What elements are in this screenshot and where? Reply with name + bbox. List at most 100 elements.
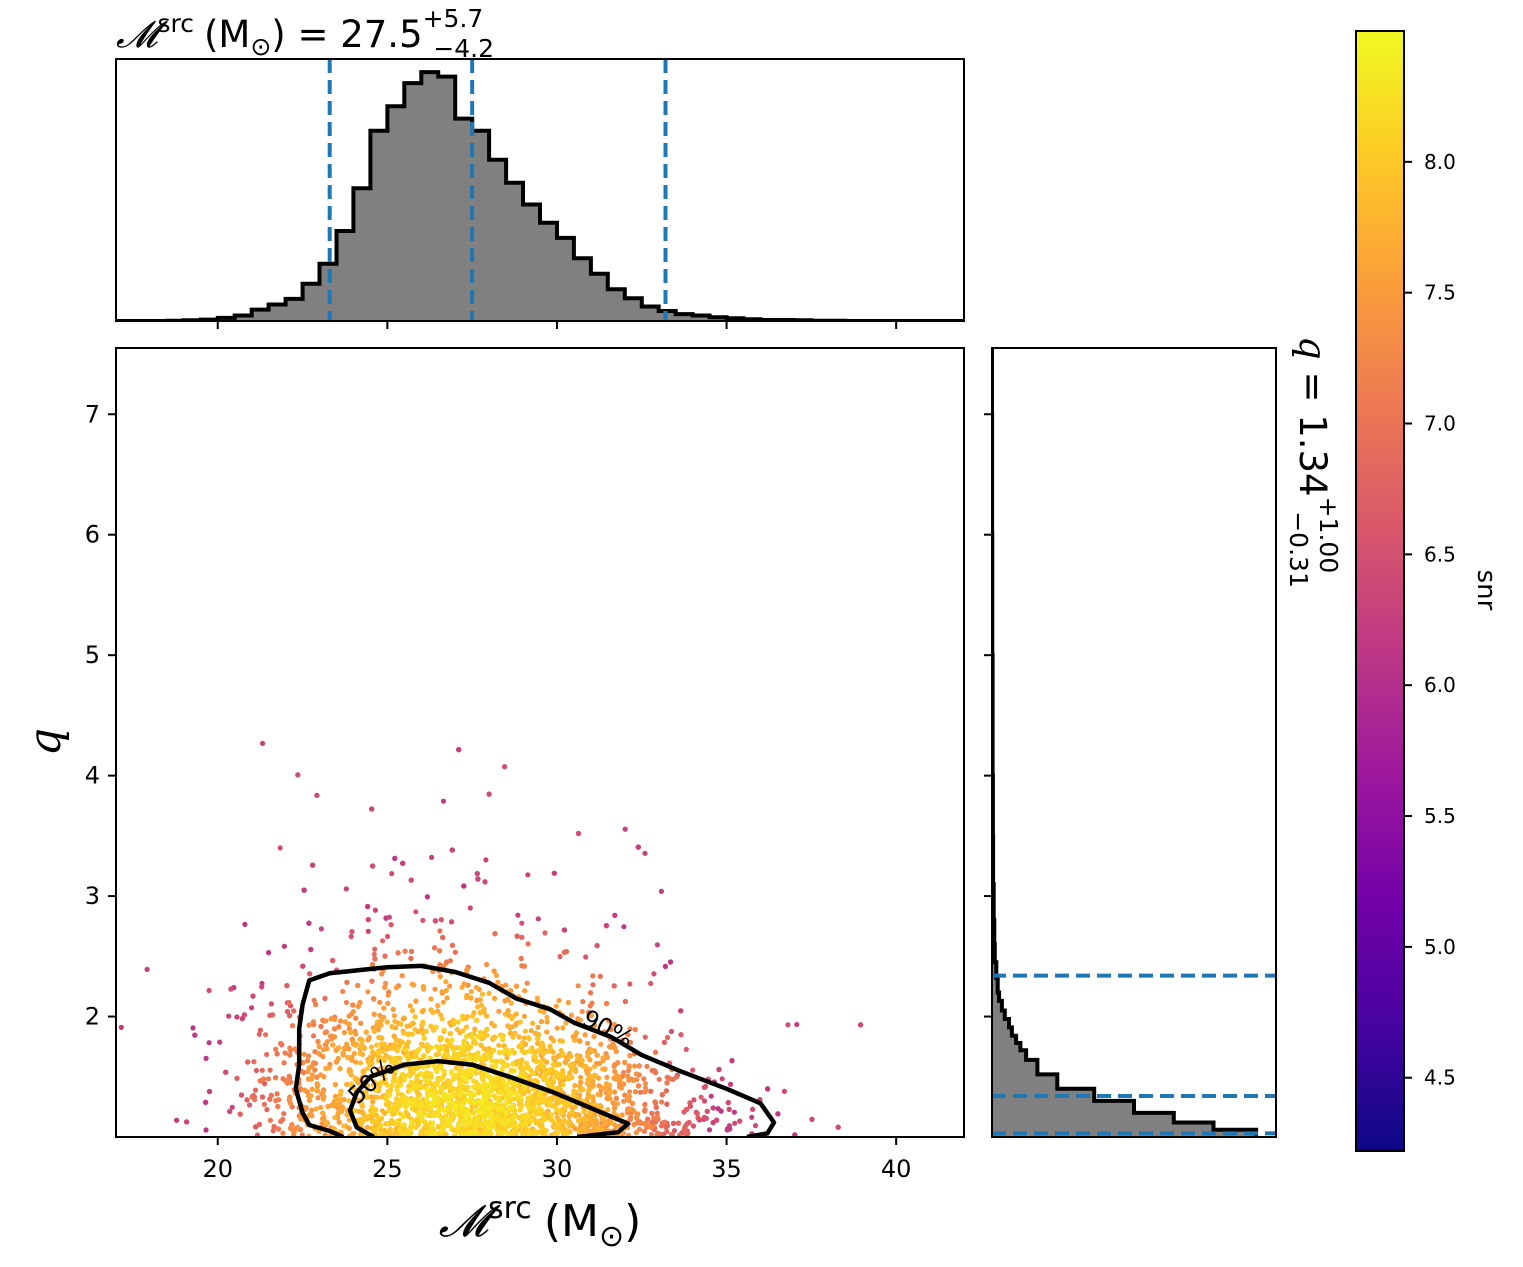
scatter-point (594, 943, 600, 949)
scatter-point (287, 1013, 293, 1019)
scatter-point (581, 1109, 587, 1115)
scatter-point (275, 1126, 282, 1132)
scatter-point (458, 1088, 464, 1094)
scatter-point (341, 1029, 347, 1036)
scatter-point (492, 995, 498, 1002)
scatter-point (332, 1081, 338, 1088)
scatter-point (618, 1085, 625, 1091)
scatter-point (405, 1031, 411, 1037)
scatter-point (486, 791, 492, 797)
scatter-point (378, 1122, 384, 1128)
scatter-point (568, 1053, 574, 1059)
scatter-point (319, 1116, 325, 1122)
scatter-point (420, 1019, 426, 1025)
scatter-point (244, 1097, 250, 1103)
scatter-point (322, 1030, 328, 1036)
scatter-point (479, 1032, 485, 1038)
scatter-point (382, 1110, 388, 1116)
scatter-point (542, 1132, 548, 1137)
scatter-point (284, 983, 290, 989)
scatter-point (460, 1016, 466, 1022)
scatter-point (378, 1022, 384, 1028)
scatter-point (547, 1082, 553, 1088)
scatter-point (443, 1132, 449, 1137)
scatter-point (434, 1068, 440, 1074)
scatter-point (622, 998, 629, 1005)
scatter-point (551, 870, 557, 876)
scatter-point (719, 1076, 725, 1082)
scatter-point (710, 1105, 716, 1111)
scatter-point (270, 1128, 276, 1134)
scatter-point (473, 984, 479, 990)
scatter-point (507, 1030, 513, 1036)
scatter-point (416, 1064, 422, 1070)
scatter-point (184, 1119, 190, 1125)
scatter-point (463, 1024, 469, 1030)
scatter-point (306, 1065, 312, 1071)
scatter-point (513, 983, 520, 989)
scatter-point (634, 1077, 640, 1083)
scatter-point (611, 1021, 617, 1028)
scatter-point (415, 1083, 421, 1090)
scatter-point (450, 1046, 456, 1052)
scatter-point (259, 1067, 265, 1073)
scatter-point (690, 1067, 696, 1073)
scatter-point (585, 1053, 591, 1059)
scatter-point (492, 1034, 498, 1040)
scatter-point (510, 1061, 516, 1067)
scatter-point (511, 1081, 518, 1087)
scatter-point (646, 1122, 652, 1129)
scatter-point (449, 1037, 455, 1043)
scatter-point (529, 1118, 535, 1124)
scatter-point (309, 1107, 315, 1113)
scatter-point (360, 1111, 366, 1117)
scatter-point (475, 1034, 481, 1040)
scatter-point (302, 1087, 308, 1093)
scatter-point (306, 920, 312, 926)
scatter-point (384, 1019, 390, 1025)
scatter-point (495, 1114, 501, 1121)
scatter-point (809, 1116, 815, 1122)
scatter-point (440, 798, 447, 804)
scatter-point (277, 845, 283, 851)
scatter-point (626, 1077, 632, 1083)
scatter-point (580, 1086, 586, 1092)
scatter-point (203, 1055, 209, 1061)
scatter-point (331, 1034, 338, 1040)
scatter-point (254, 1132, 261, 1137)
scatter-point (611, 1110, 617, 1116)
scatter-point (373, 1107, 379, 1113)
scatter-point (511, 1096, 517, 1102)
scatter-point (521, 1013, 528, 1019)
scatter-point (422, 1063, 428, 1069)
scatter-point (306, 1053, 312, 1059)
scatter-point (404, 1053, 410, 1059)
scatter-point (190, 1025, 196, 1031)
scatter-point (284, 1078, 290, 1085)
scatter-point (678, 1032, 684, 1038)
scatter-point (252, 1097, 258, 1103)
scatter-point (598, 1104, 604, 1110)
scatter-point (338, 1109, 344, 1115)
scatter-point (449, 942, 456, 948)
scatter-point (496, 1042, 502, 1048)
scatter-point (578, 1079, 584, 1085)
scatter-point (522, 1116, 528, 1122)
scatter-point (695, 1115, 701, 1121)
scatter-point (412, 1054, 418, 1060)
scatter-point (641, 1128, 647, 1134)
scatter-point (461, 1057, 468, 1063)
scatter-point (559, 1073, 565, 1079)
scatter-point (391, 1013, 397, 1019)
scatter-point (575, 983, 581, 989)
scatter-point (566, 1128, 572, 1134)
scatter-point (349, 929, 355, 935)
scatter-point (467, 905, 473, 911)
scatter-point (664, 1101, 670, 1107)
scatter-point (429, 854, 435, 861)
scatter-point (389, 1024, 395, 1030)
scatter-point (492, 1083, 499, 1089)
scatter-point (593, 1118, 599, 1124)
scatter-point (479, 1055, 485, 1061)
